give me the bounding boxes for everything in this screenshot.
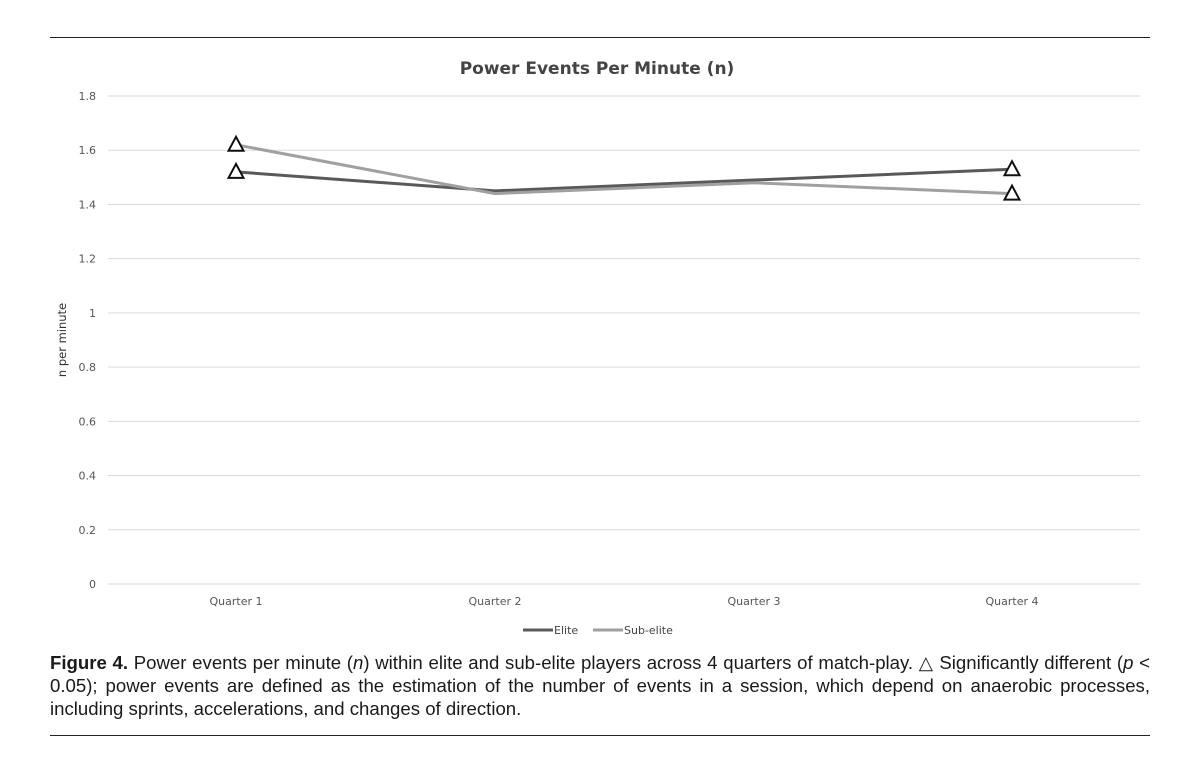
significance-triangle-icon: [226, 134, 246, 152]
y-tick-label: 0.2: [79, 524, 97, 537]
series-lines: [235, 143, 1013, 196]
significance-markers: [226, 134, 1022, 201]
series-line: [235, 143, 1013, 196]
y-tick-label: 1.2: [79, 253, 97, 266]
caption-italic-p: p: [1123, 652, 1134, 673]
legend: Elite Sub-elite: [523, 624, 673, 637]
gridlines: [108, 95, 1140, 585]
legend-label: Elite: [554, 624, 578, 637]
series-line: [235, 167, 1013, 193]
top-rule: [50, 37, 1150, 38]
x-tick-label: Quarter 1: [210, 595, 263, 608]
significance-triangle-icon: [1002, 183, 1022, 201]
y-tick-label: 1.4: [79, 198, 97, 211]
chart-title: Power Events Per Minute (n): [460, 59, 735, 79]
caption-text-2: ) within elite and sub-elite players acr…: [363, 652, 1124, 673]
bottom-rule: [50, 735, 1150, 736]
line-chart: Power Events Per Minute (n) 0 0.2 0.4 0.6 0.…: [55, 59, 1140, 637]
y-tick-label: 1.6: [79, 144, 97, 157]
x-axis-ticks: Quarter 1 Quarter 2 Quarter 3 Quarter 4: [210, 595, 1039, 608]
significance-triangle-icon: [226, 161, 246, 179]
x-tick-label: Quarter 3: [728, 595, 781, 608]
figure-label: Figure 4.: [50, 652, 129, 673]
y-axis-ticks: 0 0.2 0.4 0.6 0.8 1 1.2 1.4 1.6 1.8: [79, 90, 97, 591]
y-tick-label: 1.8: [79, 90, 97, 103]
caption-text-1: Power events per minute (: [128, 652, 353, 673]
x-tick-label: Quarter 4: [986, 595, 1039, 608]
y-tick-label: 0.4: [79, 470, 97, 483]
figure-caption: Figure 4. Power events per minute (n) wi…: [50, 651, 1150, 720]
y-tick-label: 0: [89, 578, 96, 591]
x-tick-label: Quarter 2: [469, 595, 522, 608]
y-tick-label: 1: [89, 307, 96, 320]
caption-italic-n: n: [352, 652, 364, 673]
significance-triangle-icon: [1002, 159, 1022, 177]
legend-label: Sub-elite: [624, 624, 673, 637]
y-tick-label: 0.8: [79, 361, 97, 374]
caption-text-3: < 0.05); power events are defined as the…: [50, 652, 1150, 719]
y-tick-label: 0.6: [79, 415, 97, 428]
y-axis-label: n per minute: [55, 303, 69, 377]
